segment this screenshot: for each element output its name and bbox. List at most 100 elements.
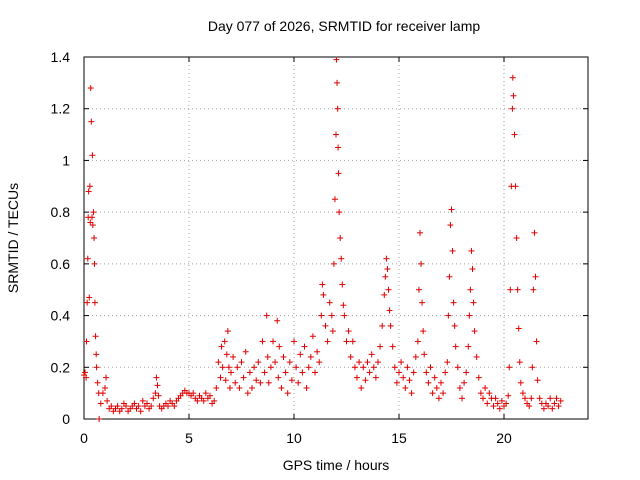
data-point: [445, 312, 452, 319]
data-point: [486, 390, 493, 397]
data-point: [536, 395, 543, 402]
data-point: [91, 235, 98, 241]
data-point: [242, 348, 249, 355]
data-point: [89, 222, 96, 229]
data-point: [328, 312, 335, 319]
data-point: [153, 374, 160, 381]
data-point: [418, 260, 425, 267]
data-point: [267, 364, 274, 371]
data-point: [190, 390, 197, 397]
data-point: [83, 338, 90, 345]
data-point: [284, 390, 291, 397]
data-point: [417, 229, 423, 236]
data-point: [480, 395, 486, 402]
data-point: [338, 255, 345, 262]
data-point: [372, 374, 379, 381]
data-point: [87, 85, 94, 92]
data-point: [288, 377, 295, 384]
data-point: [547, 395, 554, 402]
data-point: [249, 384, 255, 391]
data-point: [331, 196, 338, 203]
data-point: [468, 247, 475, 254]
data-point: [92, 333, 99, 340]
data-point: [261, 369, 268, 376]
data-point: [466, 312, 473, 319]
y-tick-label: 0.6: [51, 256, 71, 272]
data-point: [410, 369, 417, 376]
data-point: [442, 369, 449, 376]
data-point: [335, 144, 342, 151]
data-point: [377, 343, 384, 350]
data-point: [454, 364, 461, 371]
data-point: [469, 266, 476, 273]
data-point: [334, 105, 341, 112]
y-tick-label: 0.2: [51, 359, 71, 375]
data-point: [545, 403, 552, 410]
data-point: [336, 209, 343, 216]
data-point: [226, 384, 233, 391]
data-point: [319, 281, 326, 288]
data-point: [433, 384, 440, 391]
data-point: [228, 369, 234, 376]
data-point: [532, 273, 539, 280]
data-point: [351, 364, 358, 371]
data-point: [354, 374, 360, 381]
data-point: [96, 416, 103, 422]
data-point: [165, 403, 171, 410]
data-point: [503, 400, 510, 407]
data-point: [343, 338, 350, 345]
data-point: [86, 294, 93, 301]
data-point: [396, 369, 402, 376]
data-point: [531, 229, 538, 236]
data-point: [274, 317, 281, 324]
data-point: [349, 338, 356, 345]
data-point: [299, 369, 306, 376]
data-point: [514, 286, 521, 293]
data-point: [516, 359, 523, 366]
data-point: [386, 307, 393, 314]
data-point: [383, 255, 390, 262]
data-point: [477, 390, 484, 397]
data-point: [89, 152, 96, 159]
data-point: [154, 382, 161, 389]
data-point: [467, 286, 474, 293]
data-point: [366, 369, 373, 376]
data-point: [255, 359, 262, 366]
data-point: [549, 405, 556, 412]
data-point: [137, 408, 144, 415]
data-point: [202, 390, 209, 397]
data-point: [356, 359, 363, 366]
data-point: [470, 299, 477, 306]
data-point: [253, 377, 260, 384]
data-point: [309, 333, 316, 340]
data-point: [389, 343, 396, 350]
data-point: [275, 374, 282, 381]
x-tick-label: 15: [391, 430, 407, 446]
data-point: [326, 299, 333, 306]
data-point: [238, 359, 245, 366]
data-point: [301, 343, 308, 350]
data-point: [533, 338, 540, 345]
data-point: [448, 206, 455, 213]
data-point: [517, 379, 524, 386]
data-point: [213, 384, 220, 391]
data-point: [282, 369, 289, 376]
data-point: [305, 364, 312, 371]
data-point: [528, 395, 535, 402]
data-point: [384, 266, 391, 273]
data-point: [280, 353, 287, 360]
data-point: [99, 390, 106, 397]
data-point: [498, 397, 505, 404]
data-point: [431, 374, 438, 381]
data-point: [461, 379, 468, 386]
x-tick-label: 20: [496, 430, 512, 446]
data-point: [381, 291, 388, 298]
data-point: [291, 338, 297, 345]
data-point: [312, 369, 318, 376]
data-point: [447, 222, 454, 229]
data-point: [263, 312, 270, 319]
data-point: [322, 322, 329, 329]
data-point: [152, 390, 159, 397]
data-point: [144, 400, 150, 407]
data-point: [429, 390, 436, 397]
